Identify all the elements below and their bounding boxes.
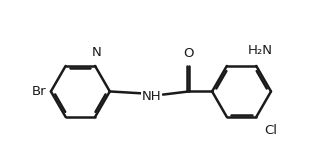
Text: Br: Br xyxy=(32,85,46,98)
Text: Cl: Cl xyxy=(264,124,277,137)
Text: O: O xyxy=(184,47,194,60)
Text: H₂N: H₂N xyxy=(248,44,272,57)
Text: N: N xyxy=(92,46,101,59)
Text: NH: NH xyxy=(141,90,161,103)
